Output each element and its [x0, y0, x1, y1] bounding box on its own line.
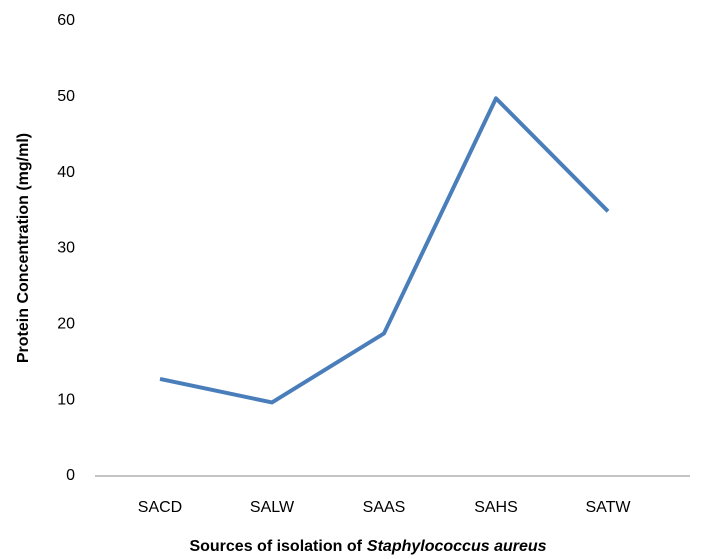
x-axis-label: Sources of isolation of Staphylococcus au… — [189, 538, 546, 555]
y-axis-label: Protein Concentration (mg/ml) — [15, 133, 32, 363]
x-tick-label: SAAS — [363, 499, 406, 516]
y-tick-label: 0 — [66, 467, 75, 484]
y-tick-label: 50 — [57, 88, 75, 105]
data-line — [159, 96, 610, 405]
y-tick-label: 60 — [57, 12, 75, 29]
x-axis-label-text: Sources of isolation of — [189, 538, 362, 555]
x-tick-label: SACD — [138, 499, 182, 516]
y-tick-label: 30 — [57, 240, 75, 257]
y-tick-label: 40 — [57, 164, 75, 181]
x-axis-label-italic: Staphylococcus aureus — [367, 538, 547, 555]
x-tick-label: SATW — [585, 499, 631, 516]
y-tick-label: 10 — [57, 391, 75, 408]
x-tick-label: SALW — [250, 499, 295, 516]
x-tick-label: SAHS — [474, 499, 518, 516]
y-tick-label: 20 — [57, 316, 75, 333]
